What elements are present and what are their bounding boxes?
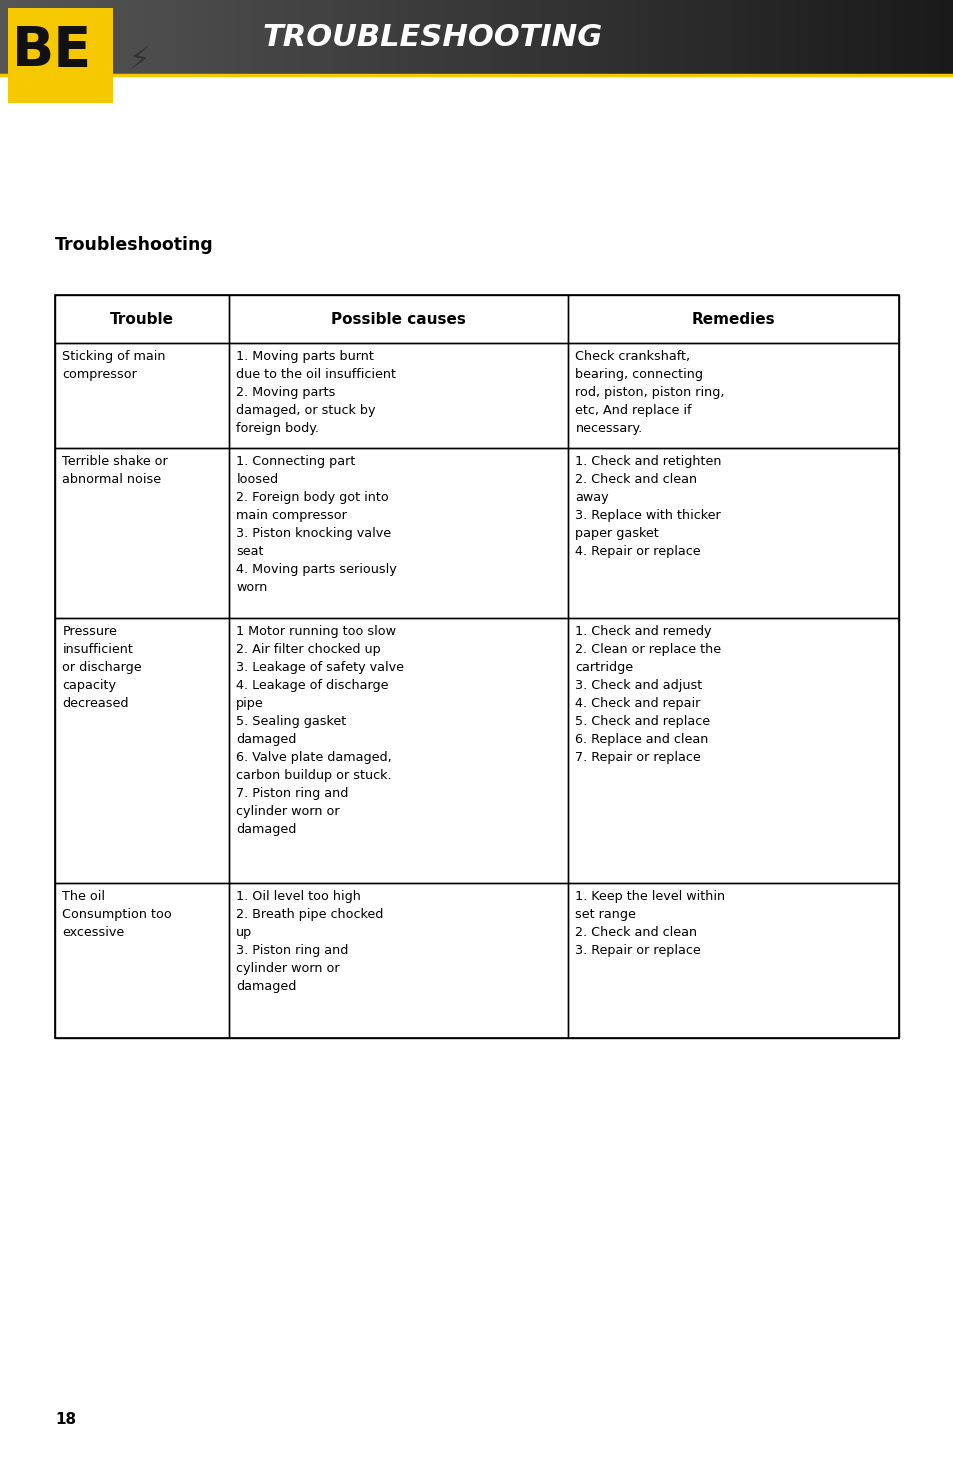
Text: 1. Connecting part
loosed
2. Foreign body got into
main compressor
3. Piston kno: 1. Connecting part loosed 2. Foreign bod…: [236, 454, 396, 594]
Bar: [731, 0, 747, 75]
Bar: [779, 0, 795, 75]
Bar: [683, 0, 700, 75]
Bar: [762, 0, 780, 75]
Bar: [905, 0, 923, 75]
Bar: [55, 295, 898, 1038]
Bar: [619, 0, 637, 75]
Bar: [159, 0, 175, 75]
Bar: [588, 0, 604, 75]
Bar: [229, 884, 568, 1038]
Bar: [826, 0, 842, 75]
Bar: [229, 295, 568, 344]
Bar: [229, 344, 568, 448]
Bar: [55, 344, 229, 448]
Bar: [810, 0, 827, 75]
Bar: [174, 0, 192, 75]
Text: 1 Motor running too slow
2. Air filter chocked up
3. Leakage of safety valve
4. : 1 Motor running too slow 2. Air filter c…: [236, 625, 404, 836]
Bar: [229, 618, 568, 884]
Bar: [127, 0, 144, 75]
Bar: [794, 0, 811, 75]
Bar: [302, 0, 318, 75]
Bar: [746, 0, 763, 75]
Bar: [937, 0, 953, 75]
Bar: [572, 0, 589, 75]
Bar: [8, 7, 112, 103]
Bar: [493, 0, 509, 75]
Bar: [508, 0, 525, 75]
Text: Pressure
insufficient
or discharge
capacity
decreased: Pressure insufficient or discharge capac…: [62, 625, 142, 709]
Bar: [476, 0, 494, 75]
Bar: [715, 0, 732, 75]
Bar: [286, 0, 303, 75]
Text: 1. Check and remedy
2. Clean or replace the
cartridge
3. Check and adjust
4. Che: 1. Check and remedy 2. Clean or replace …: [575, 625, 720, 764]
Bar: [524, 0, 541, 75]
Bar: [48, 0, 65, 75]
Bar: [350, 0, 366, 75]
Bar: [568, 344, 898, 448]
Bar: [568, 448, 898, 618]
Text: Trouble: Trouble: [111, 311, 174, 326]
Bar: [841, 0, 859, 75]
Bar: [334, 0, 351, 75]
Bar: [445, 0, 461, 75]
Text: Possible causes: Possible causes: [331, 311, 466, 326]
Bar: [460, 0, 477, 75]
Text: 18: 18: [55, 1413, 76, 1428]
Bar: [603, 0, 620, 75]
Bar: [429, 0, 446, 75]
Text: 1. Keep the level within
set range
2. Check and clean
3. Repair or replace: 1. Keep the level within set range 2. Ch…: [575, 889, 725, 957]
Text: Troubleshooting: Troubleshooting: [55, 236, 213, 254]
Bar: [317, 0, 335, 75]
Bar: [667, 0, 684, 75]
Bar: [858, 0, 875, 75]
Bar: [889, 0, 906, 75]
Text: Check crankshaft,
bearing, connecting
rod, piston, piston ring,
etc, And replace: Check crankshaft, bearing, connecting ro…: [575, 350, 724, 435]
Bar: [55, 618, 229, 884]
Text: 1. Moving parts burnt
due to the oil insufficient
2. Moving parts
damaged, or st: 1. Moving parts burnt due to the oil ins…: [236, 350, 395, 435]
Bar: [55, 295, 229, 344]
Bar: [143, 0, 160, 75]
Bar: [699, 0, 716, 75]
Bar: [365, 0, 382, 75]
Bar: [31, 0, 49, 75]
Text: Remedies: Remedies: [691, 311, 775, 326]
Text: ⚡: ⚡: [128, 46, 150, 75]
Bar: [55, 448, 229, 618]
Bar: [874, 0, 890, 75]
Bar: [55, 884, 229, 1038]
Bar: [254, 0, 271, 75]
Bar: [270, 0, 287, 75]
Text: Sticking of main
compressor: Sticking of main compressor: [62, 350, 166, 381]
Bar: [636, 0, 652, 75]
Text: BE: BE: [12, 24, 92, 78]
Bar: [568, 884, 898, 1038]
Bar: [64, 0, 80, 75]
Bar: [568, 618, 898, 884]
Bar: [79, 0, 96, 75]
Text: The oil
Consumption too
excessive: The oil Consumption too excessive: [62, 889, 172, 940]
Bar: [413, 0, 430, 75]
Bar: [922, 0, 938, 75]
Bar: [651, 0, 668, 75]
Bar: [229, 448, 568, 618]
Bar: [238, 0, 255, 75]
Bar: [0, 0, 17, 75]
Bar: [556, 0, 573, 75]
Bar: [381, 0, 398, 75]
Bar: [568, 295, 898, 344]
Bar: [207, 0, 223, 75]
Bar: [540, 0, 557, 75]
Bar: [191, 0, 208, 75]
Bar: [112, 0, 128, 75]
Bar: [397, 0, 414, 75]
Text: Terrible shake or
abnormal noise: Terrible shake or abnormal noise: [62, 454, 168, 485]
Text: 1. Oil level too high
2. Breath pipe chocked
up
3. Piston ring and
cylinder worn: 1. Oil level too high 2. Breath pipe cho…: [236, 889, 383, 993]
Bar: [95, 0, 112, 75]
Text: 1. Check and retighten
2. Check and clean
away
3. Replace with thicker
paper gas: 1. Check and retighten 2. Check and clea…: [575, 454, 721, 558]
Bar: [16, 0, 32, 75]
Bar: [222, 0, 239, 75]
Text: TROUBLESHOOTING: TROUBLESHOOTING: [262, 24, 602, 52]
